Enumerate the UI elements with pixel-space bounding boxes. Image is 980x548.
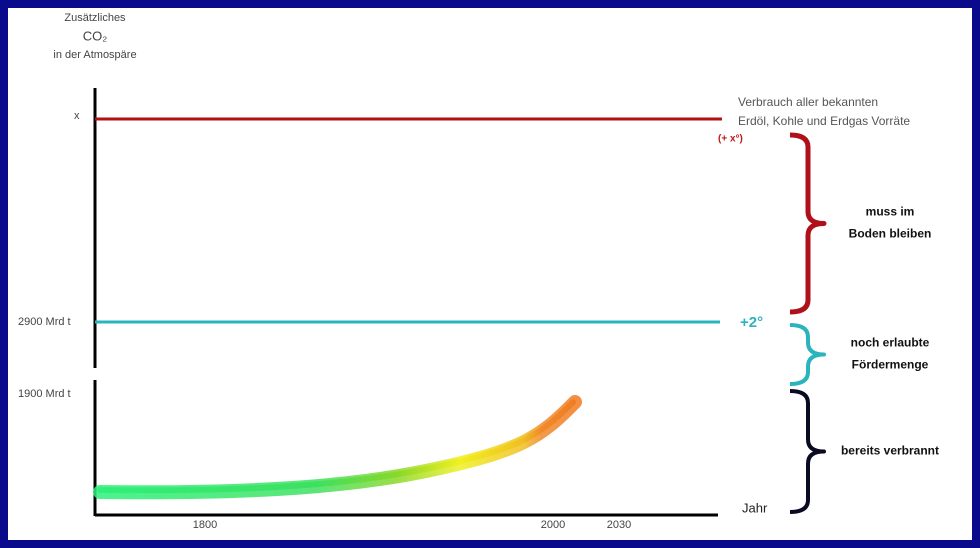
top-line-label-line: Verbrauch aller bekannten bbox=[738, 95, 878, 109]
y-axis-title-line: CO₂ bbox=[83, 28, 108, 43]
y-label: 1900 Mrd t bbox=[18, 388, 71, 400]
x-label: 2030 bbox=[607, 519, 631, 531]
bracket-label: noch erlaubte bbox=[851, 336, 930, 350]
y-label: 2900 Mrd t bbox=[18, 316, 71, 328]
bracket-label: Fördermenge bbox=[852, 358, 929, 372]
top-line-marker: (+ x°) bbox=[718, 134, 743, 145]
bracket-label: bereits verbrannt bbox=[841, 444, 939, 458]
x-axis-title: Jahr bbox=[742, 500, 768, 515]
y-label: x bbox=[74, 110, 80, 122]
y-axis-title-line: Zusätzliches bbox=[64, 12, 126, 24]
top-line-label-line: Erdöl, Kohle und Erdgas Vorräte bbox=[738, 114, 910, 128]
middle-line-marker: +2° bbox=[740, 314, 763, 331]
x-label: 2000 bbox=[541, 519, 565, 531]
bracket-label: Boden bleiben bbox=[849, 227, 932, 241]
diagram: Zusätzliches CO₂ in der Atmospäre x 2900… bbox=[0, 0, 980, 548]
page: Zusätzliches CO₂ in der Atmospäre x 2900… bbox=[0, 0, 980, 548]
y-axis-title-line: in der Atmospäre bbox=[53, 49, 136, 61]
bracket-label: muss im bbox=[866, 205, 915, 219]
x-label: 1800 bbox=[193, 519, 217, 531]
